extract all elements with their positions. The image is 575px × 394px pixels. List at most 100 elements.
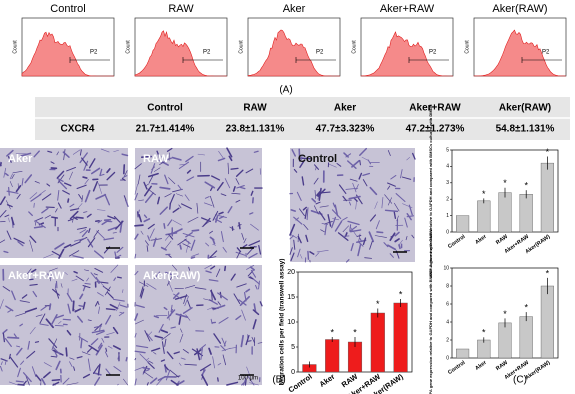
cell (184, 194, 190, 201)
cell (58, 248, 65, 259)
cell (72, 255, 84, 259)
cell (236, 185, 245, 189)
cell (376, 231, 384, 234)
cell (236, 283, 247, 288)
cell (34, 220, 46, 229)
cell (52, 288, 60, 296)
cell (107, 292, 114, 299)
cell (184, 238, 191, 245)
cell (159, 206, 168, 215)
cell (184, 285, 196, 289)
cell (107, 226, 118, 232)
y-tick-label: 15 (287, 294, 295, 301)
cell (209, 250, 218, 258)
cell (112, 345, 121, 351)
cell (177, 238, 187, 246)
cell (338, 184, 347, 194)
cell (81, 195, 84, 203)
cell (134, 270, 139, 276)
cell (119, 304, 128, 308)
cell (69, 203, 75, 208)
cell (146, 283, 157, 290)
cell (147, 223, 155, 230)
cell (212, 244, 217, 246)
cell (97, 292, 104, 297)
cell (231, 192, 241, 195)
cell (150, 163, 156, 174)
cell (55, 314, 65, 319)
cell (57, 189, 60, 201)
cell (147, 172, 159, 178)
y-axis-label: uPA gene expression relative to GAPDH an… (428, 228, 433, 394)
cell (55, 208, 58, 213)
cell (235, 199, 241, 203)
cell (187, 216, 199, 223)
cell (83, 211, 88, 213)
cell (41, 207, 49, 214)
cell (236, 247, 242, 253)
cell (406, 212, 412, 221)
cell (24, 307, 38, 313)
cell (303, 223, 309, 231)
cell (320, 229, 325, 233)
cell (84, 189, 91, 203)
cell (56, 151, 59, 156)
cell (117, 383, 119, 386)
cell (62, 190, 70, 195)
cell (216, 268, 221, 278)
cell (26, 350, 36, 359)
cell (289, 223, 296, 236)
cell (406, 156, 410, 161)
cell (174, 295, 188, 300)
cell (113, 365, 122, 372)
cell (142, 366, 151, 370)
significance-mark: * (503, 178, 507, 188)
bar (540, 162, 554, 233)
cell (316, 190, 321, 197)
cell (230, 273, 236, 281)
cell (236, 250, 241, 259)
cell (15, 312, 26, 317)
cell (161, 341, 165, 354)
cell (50, 274, 52, 282)
cell (105, 347, 108, 352)
cell (180, 203, 192, 210)
cell (9, 181, 13, 187)
cell (116, 301, 121, 312)
cell (178, 380, 185, 385)
gate-label: P2 (203, 50, 211, 56)
cell (115, 220, 124, 230)
cell (160, 359, 166, 362)
cell (345, 187, 359, 190)
cell (218, 211, 224, 215)
cell (123, 378, 129, 386)
cell (76, 184, 87, 190)
cell (63, 149, 66, 161)
cell (293, 216, 303, 225)
cell (375, 220, 380, 230)
histogram-y-label: Count (125, 40, 131, 54)
cell (47, 273, 50, 279)
cell (229, 347, 237, 349)
table-cell: CXCR4 (61, 124, 95, 135)
cell (317, 188, 326, 198)
cell (104, 351, 109, 358)
cell (71, 278, 78, 282)
cell (0, 361, 3, 366)
cell (60, 283, 63, 288)
cell (398, 239, 403, 246)
cell (79, 152, 88, 164)
cell (342, 225, 349, 233)
cell (98, 182, 102, 194)
cell (252, 309, 260, 316)
cell (216, 181, 224, 191)
cell (204, 181, 216, 189)
cell (13, 333, 17, 338)
significance-mark: * (330, 327, 334, 337)
cell (210, 289, 217, 301)
cell (82, 373, 91, 379)
cell (293, 168, 298, 173)
cell (384, 209, 399, 213)
cell (367, 159, 372, 165)
cell (204, 264, 212, 269)
